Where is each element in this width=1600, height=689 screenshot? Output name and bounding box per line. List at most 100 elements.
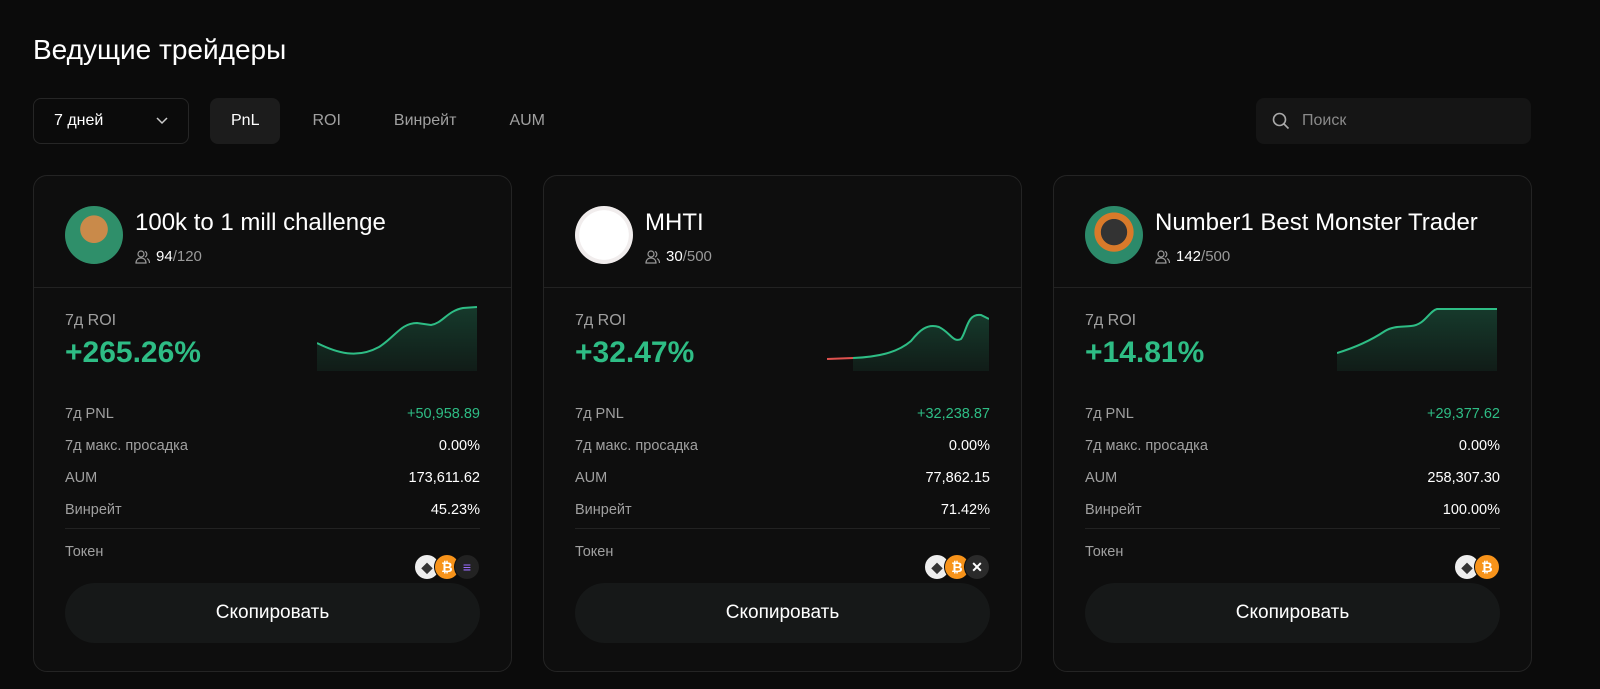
aum-label: AUM	[575, 470, 608, 486]
winrate-row: Винрейт 100.00%	[1085, 494, 1500, 526]
aum-value: 77,862.15	[925, 470, 990, 486]
pnl-value: +29,377.62	[1427, 406, 1500, 422]
sparkline-area	[1337, 309, 1497, 371]
search-input[interactable]	[1302, 112, 1522, 130]
drawdown-label: 7д макс. просадка	[65, 438, 188, 454]
winrate-value: 45.23%	[430, 502, 480, 518]
sort-tabs: PnL ROI Винрейт AUM	[210, 98, 577, 144]
trader-card: Number1 Best Monster Trader 142/500 7д R…	[1053, 175, 1532, 672]
divider	[1085, 528, 1500, 529]
pnl-row: 7д PNL +32,238.87	[575, 398, 990, 430]
copy-button[interactable]: Скопировать	[1085, 583, 1500, 643]
trader-card: MHTI 30/500 7д ROI +32.47% 7д PNL +32,238…	[543, 175, 1022, 672]
sparkline-positive	[317, 306, 478, 355]
period-value: 7 дней	[54, 112, 104, 129]
pnl-row: 7д PNL +50,958.89	[65, 398, 480, 430]
pnl-value: +50,958.89	[407, 406, 480, 422]
tab-pnl[interactable]: PnL	[210, 98, 281, 144]
aum-row: AUM 258,307.30	[1085, 462, 1500, 494]
page-title: Ведущие трейдеры	[33, 34, 287, 65]
roi-value: +32.47%	[575, 336, 695, 369]
copiers-count: 30/500	[645, 248, 712, 265]
copiers-current: 94	[156, 248, 173, 265]
divider	[575, 528, 990, 529]
btc-icon: ₿	[1474, 554, 1500, 580]
winrate-value: 71.42%	[940, 502, 990, 518]
divider	[65, 528, 480, 529]
drawdown-value: 0.00%	[1458, 438, 1500, 454]
roi-label: 7д ROI	[575, 312, 627, 329]
token-icons: ◆ ₿ ≡	[414, 554, 480, 580]
sparkline-positive	[852, 313, 989, 359]
avatar[interactable]	[1085, 206, 1143, 264]
token-label: Токен	[575, 544, 614, 560]
sparkline-positive	[1337, 308, 1497, 354]
users-icon	[1155, 249, 1170, 264]
sparkline-area	[853, 314, 989, 371]
avatar[interactable]	[575, 206, 633, 264]
copiers-max: /500	[1201, 248, 1231, 265]
winrate-label: Винрейт	[575, 502, 632, 518]
copiers-count: 94/120	[135, 248, 202, 265]
drawdown-value: 0.00%	[948, 438, 990, 454]
copiers-current: 142	[1176, 248, 1202, 265]
pnl-label: 7д PNL	[65, 406, 114, 422]
roi-label: 7д ROI	[65, 312, 117, 329]
aum-row: AUM 173,611.62	[65, 462, 480, 494]
search-box	[1256, 98, 1531, 144]
aum-label: AUM	[65, 470, 98, 486]
tab-roi[interactable]: ROI	[312, 112, 341, 129]
users-icon	[645, 249, 660, 264]
winrate-row: Винрейт 71.42%	[575, 494, 990, 526]
chevron-down-icon	[156, 117, 168, 125]
copiers-current: 30	[666, 248, 683, 265]
copiers-count: 142/500	[1155, 248, 1230, 265]
copiers-max: /120	[172, 248, 202, 265]
drawdown-label: 7д макс. просадка	[575, 438, 698, 454]
winrate-label: Винрейт	[1085, 502, 1142, 518]
token-label: Токен	[65, 544, 104, 560]
trader-name[interactable]: MHTI	[645, 209, 704, 236]
drawdown-row: 7д макс. просадка 0.00%	[65, 430, 480, 462]
copy-button[interactable]: Скопировать	[65, 583, 480, 643]
drawdown-label: 7д макс. просадка	[1085, 438, 1208, 454]
drawdown-row: 7д макс. просадка 0.00%	[1085, 430, 1500, 462]
copiers-max: /500	[682, 248, 712, 265]
token-icons: ◆ ₿ ✕	[924, 554, 990, 580]
pnl-value: +32,238.87	[917, 406, 990, 422]
pnl-row: 7д PNL +29,377.62	[1085, 398, 1500, 430]
drawdown-row: 7д макс. просадка 0.00%	[575, 430, 990, 462]
roi-value: +265.26%	[65, 336, 201, 369]
sol-icon: ≡	[454, 554, 480, 580]
winrate-label: Винрейт	[65, 502, 122, 518]
trader-name[interactable]: Number1 Best Monster Trader	[1155, 209, 1478, 236]
search-icon	[1272, 112, 1290, 130]
roi-sparkline	[1337, 308, 1497, 371]
token-icons: ◆ ₿	[1454, 554, 1500, 580]
sparkline-negative	[827, 357, 854, 360]
period-dropdown[interactable]: 7 дней	[33, 98, 189, 144]
winrate-row: Винрейт 45.23%	[65, 494, 480, 526]
aum-label: AUM	[1085, 470, 1118, 486]
aum-value: 173,611.62	[408, 470, 481, 486]
roi-label: 7д ROI	[1085, 312, 1137, 329]
pnl-label: 7д PNL	[1085, 406, 1134, 422]
tab-aum[interactable]: AUM	[509, 112, 545, 129]
roi-sparkline	[827, 313, 989, 371]
winrate-value: 100.00%	[1442, 502, 1500, 518]
drawdown-value: 0.00%	[438, 438, 480, 454]
sparkline-area	[317, 307, 477, 371]
aum-value: 258,307.30	[1427, 470, 1500, 486]
avatar[interactable]	[65, 206, 123, 264]
trader-card: 100k to 1 mill challenge 94/120 7д ROI +…	[33, 175, 512, 672]
users-icon	[135, 249, 150, 264]
xrp-icon: ✕	[964, 554, 990, 580]
copy-button[interactable]: Скопировать	[575, 583, 990, 643]
token-label: Токен	[1085, 544, 1124, 560]
trader-name[interactable]: 100k to 1 mill challenge	[135, 209, 386, 236]
aum-row: AUM 77,862.15	[575, 462, 990, 494]
pnl-label: 7д PNL	[575, 406, 624, 422]
roi-value: +14.81%	[1085, 336, 1205, 369]
tab-winrate[interactable]: Винрейт	[393, 112, 457, 129]
roi-sparkline	[317, 306, 478, 371]
